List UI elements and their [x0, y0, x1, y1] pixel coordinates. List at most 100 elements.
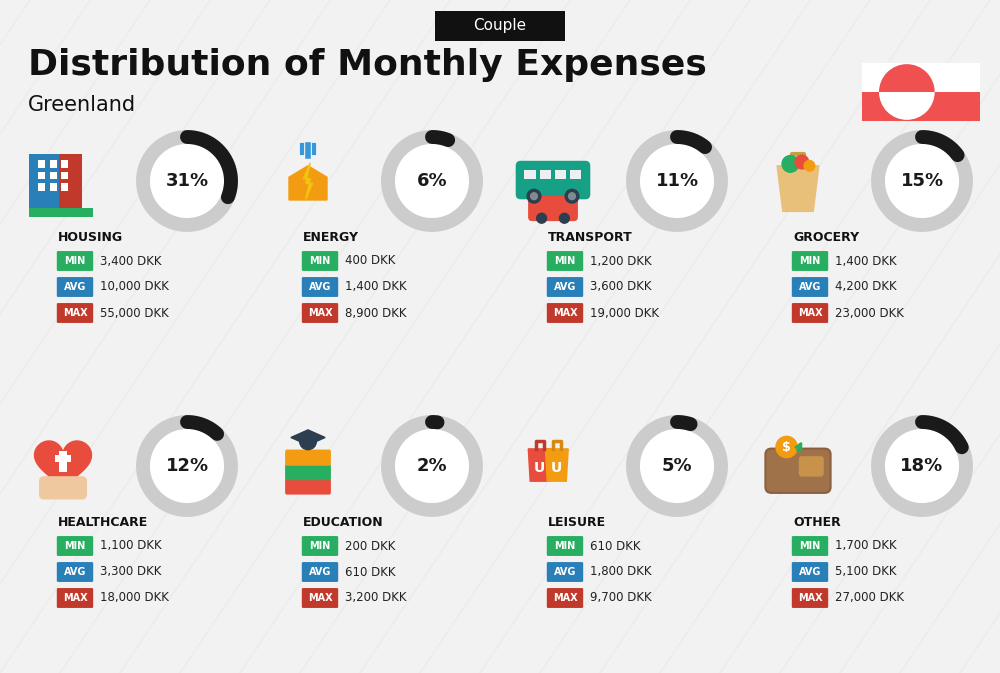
Text: AVG: AVG [64, 282, 86, 292]
FancyBboxPatch shape [57, 277, 93, 297]
Text: MAX: MAX [798, 308, 822, 318]
Bar [61, 160, 68, 168]
Bar [55, 456, 71, 462]
FancyBboxPatch shape [792, 303, 828, 323]
Text: MAX: MAX [63, 308, 87, 318]
FancyBboxPatch shape [285, 464, 331, 480]
Text: 610 DKK: 610 DKK [590, 540, 640, 553]
Text: 1,800 DKK: 1,800 DKK [590, 565, 652, 579]
Text: U: U [534, 461, 545, 475]
Text: OTHER: OTHER [793, 516, 841, 529]
Circle shape [381, 415, 483, 517]
Text: 200 DKK: 200 DKK [345, 540, 395, 553]
Text: MIN: MIN [799, 541, 821, 551]
Circle shape [631, 135, 723, 227]
Bar [38, 172, 45, 179]
Circle shape [559, 213, 569, 223]
Bar [50, 160, 57, 168]
Polygon shape [528, 449, 551, 481]
Text: 1,400 DKK: 1,400 DKK [345, 281, 407, 293]
Text: GROCERY: GROCERY [793, 231, 859, 244]
FancyBboxPatch shape [57, 562, 93, 582]
Bar [61, 183, 68, 190]
Text: 3,400 DKK: 3,400 DKK [100, 254, 162, 267]
Text: 5%: 5% [662, 457, 692, 475]
Circle shape [626, 131, 728, 232]
FancyBboxPatch shape [547, 303, 583, 323]
Text: AVG: AVG [799, 282, 821, 292]
Text: 8,900 DKK: 8,900 DKK [345, 306, 406, 320]
Bar [59, 451, 67, 472]
Bar [29, 154, 71, 207]
FancyBboxPatch shape [302, 562, 338, 582]
FancyBboxPatch shape [57, 303, 93, 323]
Bar [570, 170, 581, 179]
Wedge shape [879, 64, 935, 92]
FancyBboxPatch shape [792, 251, 828, 271]
FancyBboxPatch shape [39, 476, 87, 499]
Text: MIN: MIN [309, 541, 331, 551]
Text: Couple: Couple [473, 18, 527, 34]
Circle shape [782, 155, 799, 172]
Circle shape [537, 213, 547, 223]
Text: 2%: 2% [417, 457, 447, 475]
Text: TRANSPORT: TRANSPORT [548, 231, 633, 244]
Circle shape [141, 420, 233, 512]
Text: 11%: 11% [655, 172, 699, 190]
Text: AVG: AVG [64, 567, 86, 577]
Polygon shape [289, 166, 327, 200]
Text: 18%: 18% [900, 457, 944, 475]
FancyBboxPatch shape [799, 456, 824, 476]
Text: 1,400 DKK: 1,400 DKK [835, 254, 897, 267]
Circle shape [776, 436, 797, 458]
Text: AVG: AVG [554, 282, 576, 292]
Text: 1,700 DKK: 1,700 DKK [835, 540, 897, 553]
Circle shape [386, 135, 478, 227]
Text: MIN: MIN [309, 256, 331, 266]
Bar [59, 154, 82, 207]
Circle shape [300, 433, 316, 450]
FancyBboxPatch shape [547, 562, 583, 582]
Circle shape [795, 155, 809, 169]
FancyBboxPatch shape [792, 562, 828, 582]
Circle shape [136, 415, 238, 517]
Text: 19,000 DKK: 19,000 DKK [590, 306, 659, 320]
Bar [862, 63, 980, 92]
Circle shape [531, 192, 537, 200]
Text: AVG: AVG [799, 567, 821, 577]
Text: 55,000 DKK: 55,000 DKK [100, 306, 169, 320]
Circle shape [141, 135, 233, 227]
Bar [862, 92, 980, 121]
Circle shape [871, 415, 973, 517]
Bar [29, 207, 93, 217]
Circle shape [565, 189, 579, 203]
Circle shape [871, 131, 973, 232]
Bar [540, 170, 551, 179]
Polygon shape [777, 166, 819, 211]
Text: HEALTHCARE: HEALTHCARE [58, 516, 148, 529]
Circle shape [804, 160, 815, 171]
FancyBboxPatch shape [547, 588, 583, 608]
Text: MAX: MAX [553, 308, 577, 318]
FancyBboxPatch shape [302, 251, 338, 271]
Text: AVG: AVG [309, 282, 331, 292]
Text: Greenland: Greenland [28, 95, 136, 115]
FancyBboxPatch shape [528, 196, 578, 221]
Circle shape [386, 420, 478, 512]
Text: MAX: MAX [308, 593, 332, 603]
Text: AVG: AVG [309, 567, 331, 577]
FancyBboxPatch shape [302, 536, 338, 556]
Bar [61, 172, 68, 179]
Circle shape [381, 131, 483, 232]
Bar [555, 170, 566, 179]
FancyBboxPatch shape [765, 449, 831, 493]
Bar [38, 160, 45, 168]
Text: MIN: MIN [64, 541, 86, 551]
Bar [38, 183, 45, 190]
Text: 5,100 DKK: 5,100 DKK [835, 565, 897, 579]
Text: MIN: MIN [64, 256, 86, 266]
Text: 15%: 15% [900, 172, 944, 190]
Text: 12%: 12% [165, 457, 209, 475]
FancyBboxPatch shape [57, 536, 93, 556]
FancyBboxPatch shape [57, 251, 93, 271]
